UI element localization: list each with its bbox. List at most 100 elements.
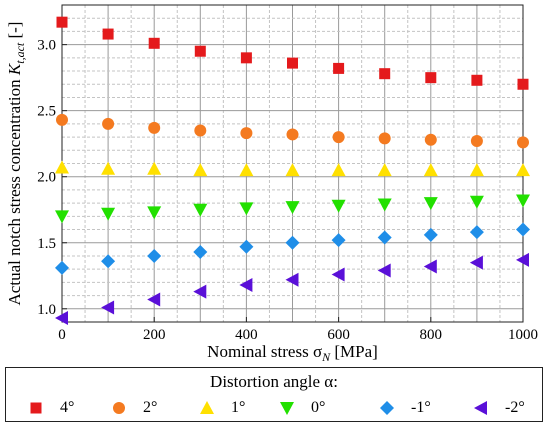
data-point [147,248,162,263]
data-point [101,161,116,175]
x-tick-label: 1000 [508,327,538,343]
data-point [193,163,208,177]
legend-marker-shape [30,402,42,414]
series-5 [55,252,529,326]
data-point [423,163,438,177]
data-point [55,210,69,224]
data-point [331,267,345,282]
data-point [148,121,161,134]
data-point [239,278,253,293]
data-point [333,62,345,74]
legend-item: 0° [279,398,325,418]
legend-label: 4° [60,399,75,416]
data-point [240,127,253,140]
data-point [56,113,68,126]
data-point [471,74,483,86]
data-point [147,292,161,307]
legend-label: 1° [231,399,246,416]
data-point [469,195,484,209]
x-axis-label-subscript: N [321,350,331,364]
legend-marker-shape [200,401,214,414]
y-tick-label: 1.0 [37,302,56,318]
data-point [194,124,207,137]
series-1 [56,113,529,149]
data-point [377,263,391,278]
data-point [469,255,483,270]
series-2 [55,160,530,177]
data-point [423,197,438,211]
data-point [377,230,392,245]
y-axis-label-unit: [-] [5,22,24,43]
legend-marker [30,402,42,414]
series-3 [55,194,530,224]
data-point [239,163,254,177]
data-point [378,132,391,145]
legend-marker-shape [113,402,125,414]
legend-marker [474,401,487,415]
data-point [287,57,298,69]
legend-marker-shape [380,401,394,415]
x-tick-label: 400 [235,327,258,343]
legend-label: 0° [311,399,326,416]
legend-marker-shape [474,401,487,415]
data-point [331,199,346,213]
data-point [193,284,207,299]
data-marks [55,16,530,326]
legend-marker [200,401,214,414]
data-point [147,161,162,175]
y-tick-label: 1.5 [37,236,56,252]
data-point [239,239,254,254]
legend-item: -2° [473,398,525,418]
y-axis-label-subscript: t,act [13,42,27,64]
data-point [379,68,391,80]
data-point [377,163,392,177]
x-axis-label: Nominal stress σN [MPa] [207,342,378,364]
data-point [285,163,300,177]
data-point [148,37,160,49]
axis-ticks: 0 200 400 600 800 1000 1.0 1.5 2.0 2.5 3.0 [37,38,538,343]
data-point [517,136,529,149]
data-point [424,133,437,146]
data-point [101,300,115,315]
legend-label: -2° [505,399,525,416]
series-4 [55,222,530,275]
y-tick-label: 3.0 [37,38,56,54]
data-point [147,206,162,220]
data-point [101,207,116,221]
data-point [285,201,300,215]
legend-marker [113,402,125,414]
series-0 [56,16,529,90]
data-point [101,254,116,269]
x-tick-label: 600 [327,327,350,343]
data-point [516,252,529,267]
data-point [331,163,346,177]
data-point [55,160,69,174]
y-tick-label: 2.5 [37,104,56,120]
data-point [55,260,69,275]
data-point [193,244,208,259]
data-point [285,272,299,287]
legend-marker [280,402,294,415]
data-point [285,235,300,250]
data-point [193,203,208,217]
data-point [517,78,529,90]
data-point [56,16,68,28]
data-point [331,233,346,248]
x-tick-label: 800 [420,327,443,343]
data-point [55,311,68,326]
data-point [470,135,483,148]
data-point [516,222,530,237]
grid [62,5,523,322]
x-axis-label-unit: [MPa] [330,342,378,361]
data-point [425,72,437,84]
legend-item: 4° [28,398,74,418]
data-point [102,28,114,40]
legend-marker [380,401,394,415]
y-tick-label: 2.0 [37,170,56,186]
data-point [516,163,530,177]
data-point [240,52,252,64]
legend-title: Distortion angle α: [210,372,338,391]
legend-items: 4° 2° 1° 0° -1° -2° [6,398,542,418]
legend-marker-shape [280,402,294,415]
legend: Distortion angle α: 4° 2° 1° 0° -1° -2° [5,367,543,422]
